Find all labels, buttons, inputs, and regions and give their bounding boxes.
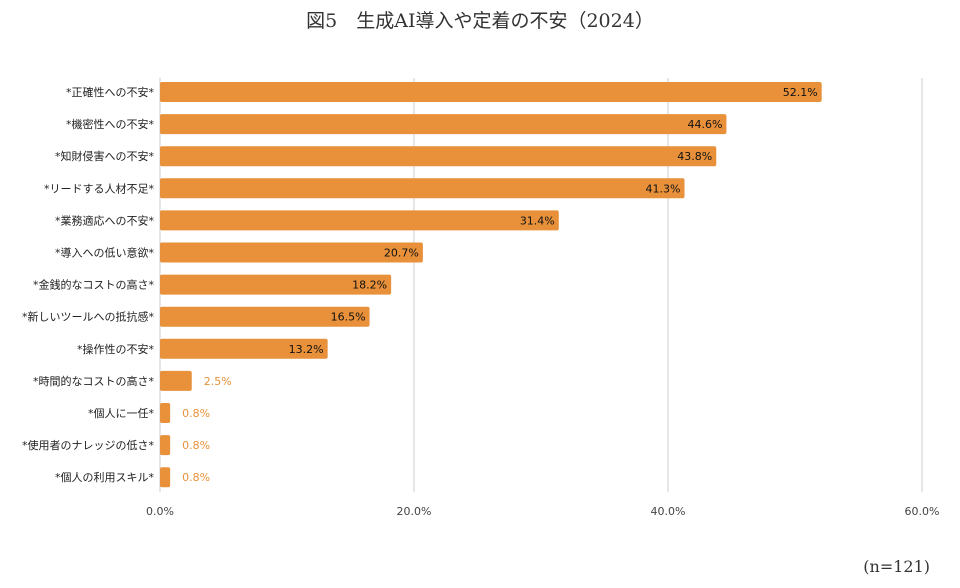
category-label: *リードする人材不足* xyxy=(44,181,154,195)
value-label: 41.3% xyxy=(646,182,681,195)
bar xyxy=(160,242,423,263)
value-label: 18.2% xyxy=(352,279,387,292)
category-label: *業務適応への不安* xyxy=(55,213,154,227)
value-label: 31.4% xyxy=(520,214,555,227)
bar xyxy=(160,178,685,199)
x-tick-label: 60.0% xyxy=(905,505,940,518)
x-tick-label: 0.0% xyxy=(146,505,174,518)
category-label: *知財侵害への不安* xyxy=(55,149,154,163)
bars xyxy=(160,82,822,488)
bar xyxy=(160,370,192,391)
bar xyxy=(160,82,822,102)
labels: 0.0% 20.0% 40.0% 60.0% *正確性への不安* 52.1% *機密性への不… xyxy=(22,85,939,518)
category-label: *金銭的なコストの高さ* xyxy=(33,278,154,292)
sample-size-note: (n=121) xyxy=(863,557,930,576)
value-label: 0.8% xyxy=(182,439,210,452)
bar xyxy=(160,114,727,135)
category-label: *時間的なコストの高さ* xyxy=(33,374,154,388)
bar xyxy=(160,274,392,295)
bar xyxy=(160,338,328,359)
bar xyxy=(160,467,171,488)
value-label: 13.2% xyxy=(289,343,324,356)
bar xyxy=(160,435,171,456)
x-tick-label: 40.0% xyxy=(651,505,686,518)
value-label: 0.8% xyxy=(182,407,210,420)
value-label: 52.1% xyxy=(783,86,818,99)
category-label: *新しいツールへの抵抗感* xyxy=(22,310,154,324)
chart-title: 図5 生成AI導入や定着の不安（2024） xyxy=(306,10,654,32)
value-label: 2.5% xyxy=(204,375,232,388)
category-label: *機密性への不安* xyxy=(66,117,154,131)
category-label: *操作性の不安* xyxy=(77,342,154,356)
value-label: 0.8% xyxy=(182,471,210,484)
bar xyxy=(160,146,717,167)
value-label: 16.5% xyxy=(331,311,366,324)
category-label: *個人の利用スキル* xyxy=(55,471,154,484)
value-label: 44.6% xyxy=(687,118,722,131)
value-label: 43.8% xyxy=(677,150,712,163)
bar xyxy=(160,403,171,423)
x-tick-label: 20.0% xyxy=(397,505,432,518)
bar xyxy=(160,210,559,231)
category-label: *個人に一任* xyxy=(88,407,154,420)
category-label: *使用者のナレッジの低さ* xyxy=(22,439,154,452)
category-label: *正確性への不安* xyxy=(66,85,154,99)
bar xyxy=(160,306,370,327)
category-label: *導入への低い意欲* xyxy=(55,246,154,260)
value-label: 20.7% xyxy=(384,247,419,260)
